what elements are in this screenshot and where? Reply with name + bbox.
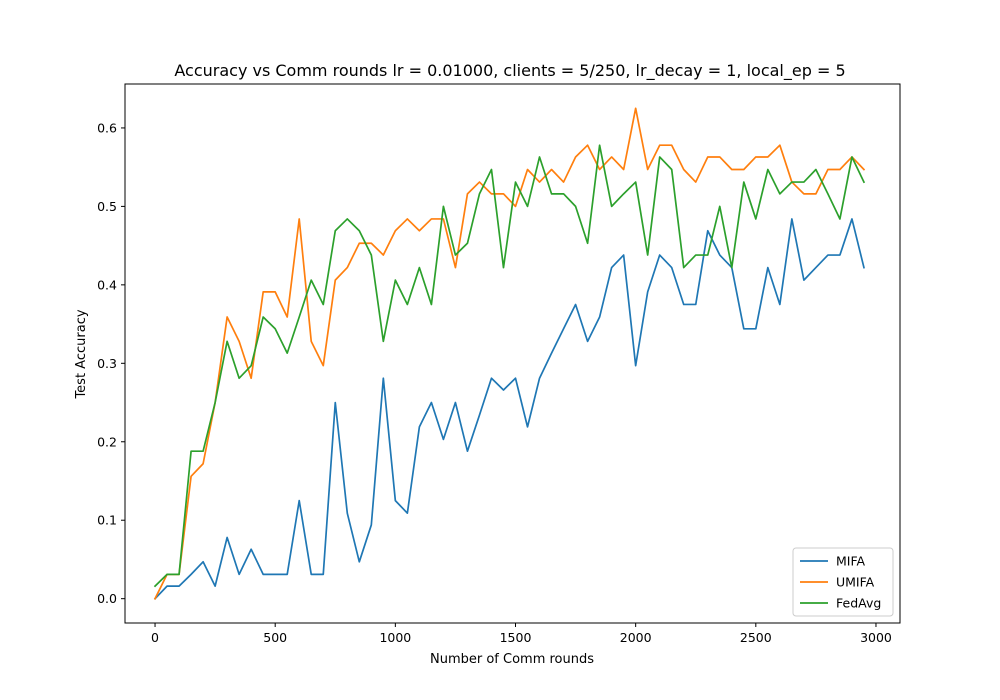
- legend: MIFA UMIFA FedAvg: [792, 547, 894, 617]
- plot-lines: [153, 107, 866, 600]
- series-line-mifa: [153, 218, 865, 600]
- series-line-fedavg: [153, 144, 866, 588]
- plot-frame: [124, 83, 901, 624]
- y-axis-label: Test Accuracy: [74, 309, 89, 399]
- x-tick-label: 3000: [860, 630, 892, 645]
- y-axis-ticks: 0.0 0.1 0.2 0.3 0.4 0.5 0.6: [97, 120, 125, 606]
- x-tick-label: 2000: [620, 630, 652, 645]
- x-tick-label: 0: [151, 630, 159, 645]
- series-line-umifa: [153, 107, 866, 600]
- x-tick-label: 1000: [379, 630, 411, 645]
- y-tick-label: 0.5: [97, 199, 117, 214]
- x-tick-label: 500: [263, 630, 287, 645]
- x-tick-label: 1500: [500, 630, 532, 645]
- y-tick-label: 0.3: [97, 356, 117, 371]
- chart-title: Accuracy vs Comm rounds lr = 0.01000, cl…: [174, 61, 845, 81]
- y-tick-label: 0.0: [97, 591, 117, 606]
- y-tick-label: 0.4: [97, 277, 117, 292]
- x-tick-label: 2500: [740, 630, 772, 645]
- y-tick-label: 0.1: [97, 513, 117, 528]
- legend-label-fedavg: FedAvg: [836, 596, 881, 611]
- legend-label-mifa: MIFA: [836, 554, 866, 569]
- y-tick-label: 0.2: [97, 434, 117, 449]
- x-axis-ticks: 0 500 1000 1500 2000 2500 3000: [151, 623, 892, 645]
- y-tick-label: 0.6: [97, 120, 117, 135]
- legend-label-umifa: UMIFA: [836, 575, 875, 590]
- legend-box: [792, 547, 894, 617]
- x-axis-label: Number of Comm rounds: [430, 652, 594, 667]
